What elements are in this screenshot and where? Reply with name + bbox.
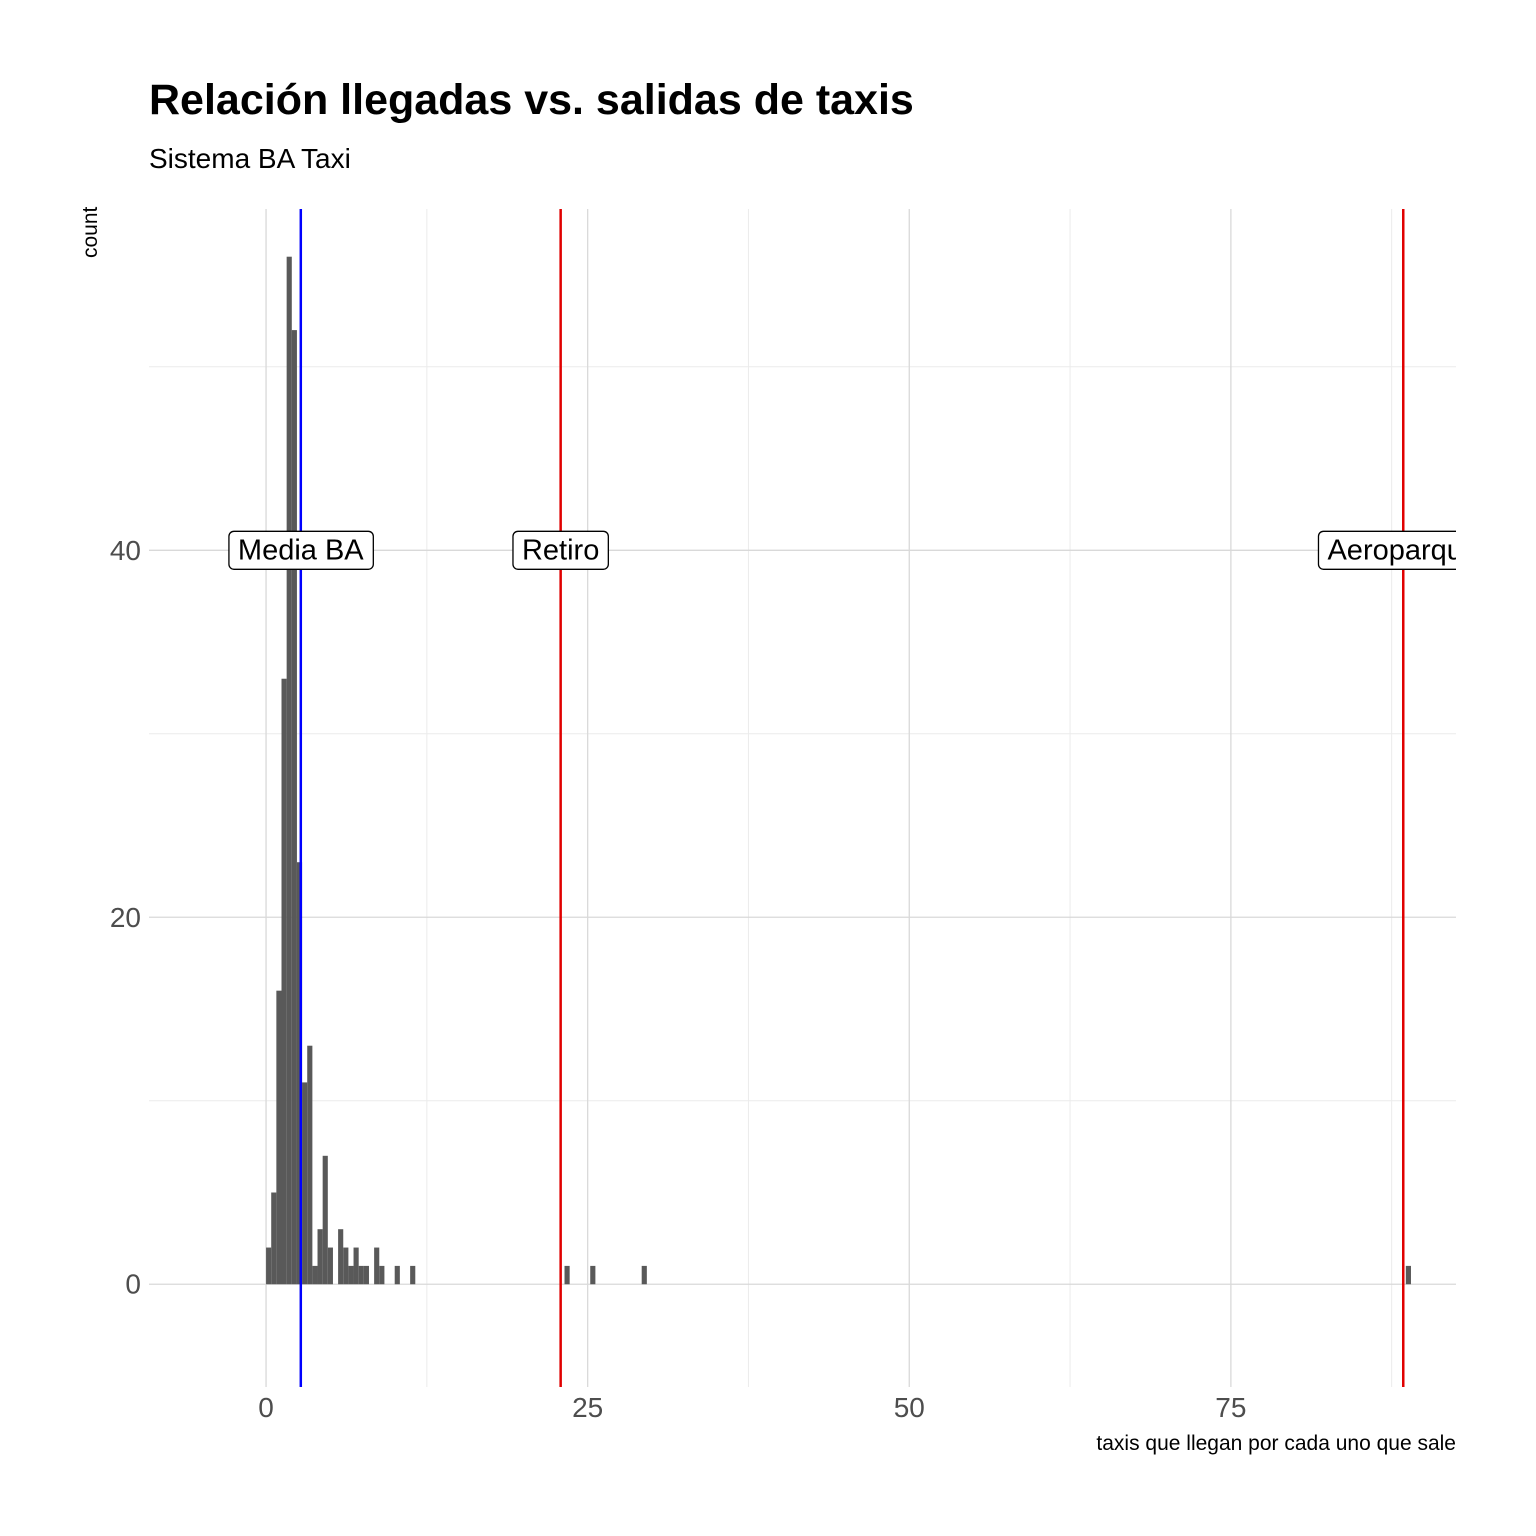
histogram-bar	[353, 1247, 359, 1285]
histogram-bar	[363, 1265, 369, 1285]
annotation-label: Retiro	[512, 530, 609, 570]
histogram-bar	[327, 1247, 333, 1285]
annotation-text: Retiro	[522, 534, 599, 566]
grid-lines	[149, 209, 1456, 1387]
histogram-bars	[266, 256, 1411, 1285]
histogram-bar	[338, 1229, 344, 1285]
histogram-bar	[286, 256, 292, 1285]
y-tick-label: 40	[110, 535, 141, 566]
histogram-bar	[296, 862, 303, 1285]
annotation-text: Media BA	[238, 534, 364, 566]
chart-title: Relación llegadas vs. salidas de taxis	[149, 76, 914, 124]
annotation-label: Media BA	[228, 530, 374, 570]
annotation-box	[1317, 530, 1456, 570]
x-tick-label: 0	[258, 1392, 274, 1423]
annotation-box	[512, 530, 609, 570]
histogram-bar	[348, 1265, 354, 1285]
histogram-bar	[641, 1265, 647, 1285]
histogram-bar	[322, 1155, 328, 1285]
histogram-bar	[271, 1192, 277, 1285]
histogram-bar	[343, 1247, 349, 1285]
histogram-bar	[317, 1229, 323, 1285]
x-axis-title: taxis que llegan por cada uno que sale	[1096, 1432, 1456, 1455]
histogram-bar	[564, 1265, 570, 1285]
tick-labels: 0 25 50 75 0 20 40	[110, 535, 1247, 1423]
histogram-bar	[281, 678, 287, 1285]
histogram-bar	[379, 1265, 385, 1285]
histogram-bar	[307, 1045, 313, 1285]
reference-lines: Media BA Retiro Aeroparque	[228, 209, 1479, 1387]
x-tick-label: 75	[1215, 1392, 1246, 1423]
histogram-bar	[590, 1265, 596, 1285]
annotation-box	[228, 530, 374, 570]
histogram-bar	[302, 1082, 308, 1285]
histogram-bar	[1405, 1265, 1411, 1285]
annotation-text: Aeroparque	[1327, 534, 1479, 566]
y-tick-label: 20	[110, 902, 141, 933]
histogram-bar	[374, 1247, 380, 1285]
histogram-bar	[276, 990, 282, 1285]
y-tick-label: 0	[125, 1269, 141, 1300]
histogram-bar	[358, 1265, 364, 1285]
annotation-label: Aeroparque	[1317, 530, 1479, 570]
histogram-bar	[291, 330, 297, 1285]
histogram-bar	[266, 1247, 272, 1285]
histogram-bar	[394, 1265, 400, 1285]
y-axis-title: count	[79, 206, 102, 258]
x-tick-label: 25	[572, 1392, 603, 1423]
chart-subtitle: Sistema BA Taxi	[149, 143, 351, 174]
x-tick-label: 50	[894, 1392, 925, 1423]
histogram-bar	[410, 1265, 416, 1285]
histogram-bar	[312, 1265, 318, 1285]
